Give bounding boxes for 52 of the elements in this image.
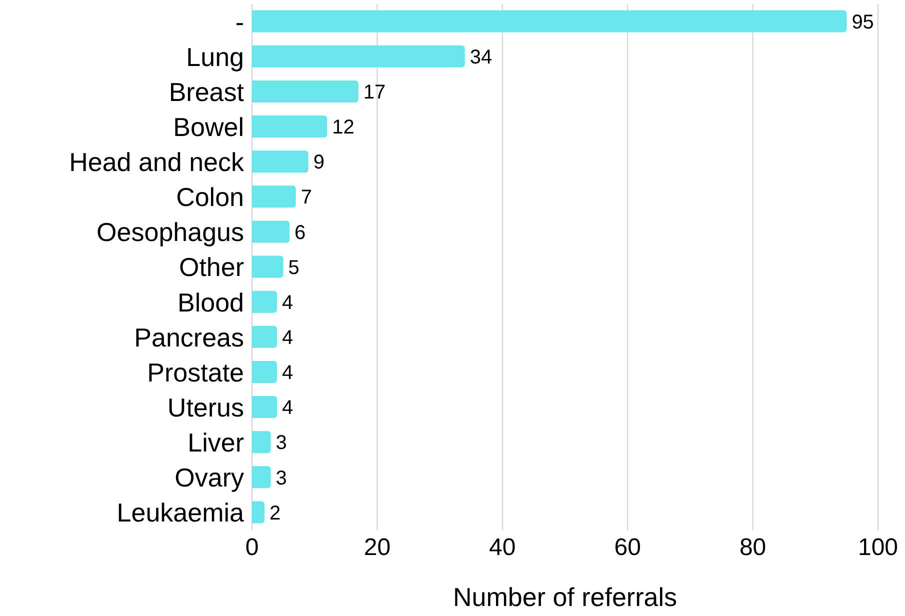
bar [252,501,265,524]
data-label: 34 [470,46,492,68]
bar [252,45,465,68]
data-label: 3 [276,432,287,454]
bar [252,150,308,173]
x-tick-label: 60 [614,534,641,562]
y-tick-label: Lung [186,42,244,72]
y-tick-label: Liver [188,428,244,458]
data-label: 4 [282,327,294,350]
y-tick-label: Oesophagus [96,217,244,248]
data-label: 6 [294,222,306,244]
data-label: 2 [270,502,281,524]
bar [252,10,847,32]
y-tick-label: Breast [168,76,245,107]
data-label: 95 [852,11,874,34]
y-tick-label: Bowel [173,112,244,142]
data-label: 12 [332,116,354,139]
y-tick-label: Head and neck [69,147,245,178]
data-label: 4 [282,292,294,314]
data-label: 7 [300,186,312,209]
x-tick-label: 80 [739,534,766,562]
bar [252,186,296,208]
y-tick-label: Leukaemia [116,498,245,528]
y-tick-label: Colon [176,182,244,212]
y-tick-label: Prostate [147,357,244,388]
y-tick-label: Blood [178,287,244,318]
bar [252,360,278,383]
x-tick-label: 20 [364,534,391,562]
data-label: 4 [282,362,294,384]
x-axis-title: Number of referrals [453,582,677,612]
y-tick-label: - [235,6,244,37]
bar [252,326,278,348]
x-tick-label: 0 [245,534,259,562]
data-label: 5 [288,256,300,279]
bar [252,116,328,138]
bar [252,466,271,488]
data-label: 17 [363,82,386,104]
y-tick-label: Other [178,252,244,282]
bar [252,290,278,313]
y-tick-label: Ovary [174,462,244,493]
bar [252,396,278,418]
bar [252,220,290,243]
y-tick-label: Uterus [167,392,244,422]
y-tick-label: Pancreas [134,322,244,352]
data-label: 9 [313,152,324,174]
data-label: 4 [282,397,294,420]
bar [252,431,271,454]
data-label: 3 [276,467,287,490]
bar [252,256,284,278]
x-tick-label: 40 [489,534,516,562]
bar [252,80,358,102]
x-tick-label: 100 [858,534,898,562]
